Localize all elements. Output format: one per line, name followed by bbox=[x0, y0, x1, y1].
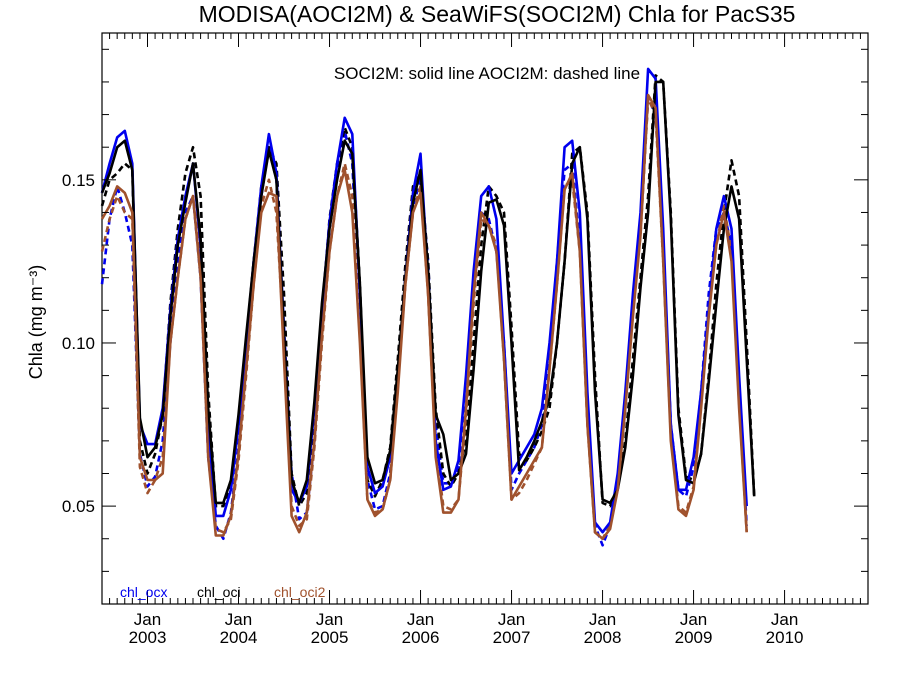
x-tick-label-month: Jan bbox=[498, 610, 525, 629]
x-tick-label-year: 2007 bbox=[493, 628, 531, 647]
x-tick-label-month: Jan bbox=[316, 610, 343, 629]
line-style-annotation: SOCI2M: solid line AOCI2M: dashed line bbox=[334, 64, 640, 83]
x-tick-label-month: Jan bbox=[589, 610, 616, 629]
y-tick-label: 0.10 bbox=[62, 334, 95, 353]
y-tick-label: 0.15 bbox=[62, 171, 95, 190]
x-tick-label-year: 2009 bbox=[675, 628, 713, 647]
x-tick-label-year: 2010 bbox=[766, 628, 804, 647]
chart-title: MODISA(AOCI2M) & SeaWiFS(SOCI2M) Chla fo… bbox=[199, 1, 796, 27]
x-tick-label-month: Jan bbox=[771, 610, 798, 629]
x-tick-label-month: Jan bbox=[134, 610, 161, 629]
legend-item-chl-oci2: chl_oci2 bbox=[274, 584, 326, 600]
x-tick-label-month: Jan bbox=[680, 610, 707, 629]
x-tick-labels: Jan2003Jan2004Jan2005Jan2006Jan2007Jan20… bbox=[129, 610, 804, 647]
x-tick-label-year: 2006 bbox=[402, 628, 440, 647]
y-axis-label: Chla (mg m⁻³) bbox=[26, 265, 46, 380]
series-line-seawifs-chl-oci bbox=[100, 80, 756, 505]
x-tick-label-month: Jan bbox=[225, 610, 252, 629]
x-tick-label-year: 2003 bbox=[129, 628, 167, 647]
legend: chl_ocx chl_oci chl_oci2 bbox=[120, 584, 326, 600]
series-line-seawifs-chl-ocx bbox=[100, 67, 748, 534]
axis-ticks bbox=[101, 33, 869, 605]
series-group bbox=[100, 67, 756, 547]
legend-item-chl-oci: chl_oci bbox=[197, 584, 241, 600]
x-tick-label-year: 2008 bbox=[584, 628, 622, 647]
legend-item-chl-ocx: chl_ocx bbox=[120, 584, 167, 600]
x-tick-label-month: Jan bbox=[407, 610, 434, 629]
x-tick-label-year: 2004 bbox=[220, 628, 258, 647]
series-line-modisa-chl-oci bbox=[100, 74, 756, 508]
series-line-seawifs-chl-oci2 bbox=[100, 93, 748, 541]
y-tick-labels: 0.05 0.10 0.15 bbox=[62, 171, 95, 516]
plot-frame bbox=[101, 32, 869, 605]
x-tick-label-year: 2005 bbox=[311, 628, 349, 647]
y-tick-label: 0.05 bbox=[62, 497, 95, 516]
